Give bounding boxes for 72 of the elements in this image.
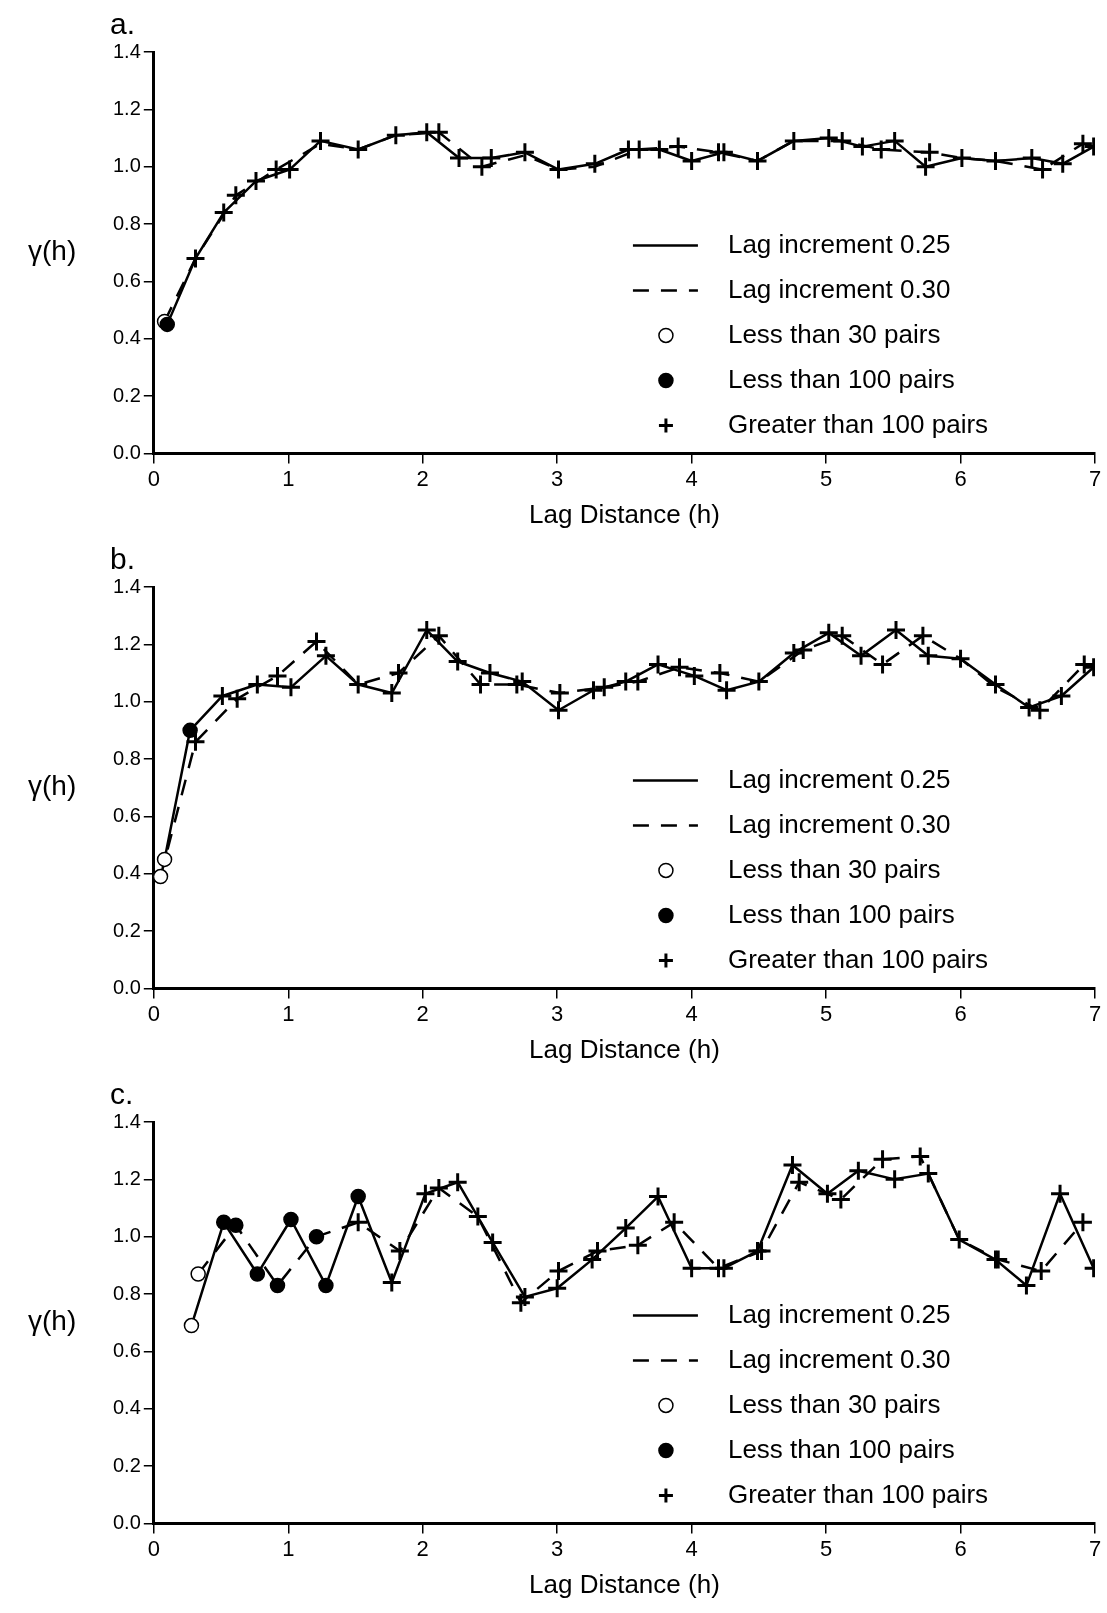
x-tick-label: 6: [954, 1535, 967, 1561]
y-tick-label: 1.0: [112, 154, 141, 177]
x-tick-label: 1: [282, 1000, 295, 1026]
x-tick-label: 2: [416, 1535, 429, 1561]
x-tick-label: 1: [282, 1535, 295, 1561]
x-axis-title: Lag Distance (h): [529, 498, 720, 529]
legend-label: Lag increment 0.30: [727, 273, 951, 304]
y-tick-label: 0.6: [112, 268, 141, 291]
y-axis-title: γ(h): [28, 1305, 77, 1337]
legend-label: Lag increment 0.30: [727, 808, 951, 839]
legend-label: Lag increment 0.30: [727, 1343, 951, 1374]
y-tick-label: 0.4: [112, 326, 141, 349]
y-tick-label: 0.2: [112, 383, 141, 406]
x-tick-label: 7: [1088, 465, 1102, 491]
y-tick-label: 0.0: [112, 975, 141, 998]
legend-label: Greater than 100 pairs: [727, 408, 989, 439]
y-tick-label: 1.0: [112, 689, 141, 712]
legend-label: Less than 100 pairs: [727, 363, 955, 394]
legend-label: Less than 30 pairs: [727, 853, 941, 884]
y-tick-label: 1.2: [112, 96, 141, 119]
x-tick-label: 2: [416, 1000, 429, 1026]
x-tick-label: 4: [685, 1000, 698, 1026]
x-tick-label: 5: [819, 1000, 833, 1026]
y-tick-label: 0.8: [112, 211, 141, 234]
legend-label: Greater than 100 pairs: [727, 1478, 989, 1509]
legend-label: Lag increment 0.25: [727, 763, 951, 794]
x-tick-label: 0: [147, 1535, 160, 1561]
legend-label: Less than 30 pairs: [727, 318, 941, 349]
x-tick-label: 6: [954, 465, 967, 491]
y-axis-title: γ(h): [28, 770, 77, 802]
legend-label: Lag increment 0.25: [727, 1298, 951, 1329]
y-tick-label: 0.2: [112, 918, 141, 941]
y-tick-label: 0.4: [112, 1396, 141, 1419]
legend-label: Greater than 100 pairs: [727, 943, 989, 974]
y-tick-label: 1.0: [112, 1224, 141, 1247]
x-tick-label: 5: [819, 1535, 833, 1561]
y-tick-label: 1.2: [112, 1166, 141, 1189]
x-tick-label: 4: [685, 1535, 698, 1561]
x-tick-label: 7: [1088, 1535, 1102, 1561]
x-tick-label: 0: [147, 465, 160, 491]
legend-label: Less than 100 pairs: [727, 898, 955, 929]
x-tick-label: 3: [551, 1535, 564, 1561]
x-tick-label: 6: [954, 1000, 967, 1026]
x-tick-label: 1: [282, 465, 295, 491]
x-tick-label: 5: [819, 465, 833, 491]
legend-label: Lag increment 0.25: [727, 228, 951, 259]
y-tick-label: 1.4: [112, 574, 141, 597]
chart-title: c.: [110, 1077, 134, 1111]
x-tick-label: 3: [551, 1000, 564, 1026]
y-tick-label: 1.4: [112, 39, 141, 62]
y-tick-label: 0.8: [112, 1281, 141, 1304]
chart-title: b.: [110, 542, 136, 576]
x-axis-title: Lag Distance (h): [529, 1568, 720, 1599]
x-tick-label: 4: [685, 465, 698, 491]
y-tick-label: 0.6: [112, 803, 141, 826]
y-tick-label: 0.6: [112, 1338, 141, 1361]
y-tick-label: 0.8: [112, 746, 141, 769]
y-tick-label: 0.4: [112, 861, 141, 884]
y-tick-label: 0.0: [112, 440, 141, 463]
x-tick-label: 0: [147, 1000, 160, 1026]
chart-title: a.: [110, 7, 136, 41]
y-tick-label: 0.0: [112, 1510, 141, 1533]
y-axis-title: γ(h): [28, 235, 77, 267]
y-tick-label: 1.2: [112, 631, 141, 654]
x-tick-label: 7: [1088, 1000, 1102, 1026]
x-axis-title: Lag Distance (h): [529, 1033, 720, 1064]
y-tick-label: 1.4: [112, 1109, 141, 1132]
x-tick-label: 3: [551, 465, 564, 491]
legend-label: Less than 100 pairs: [727, 1433, 955, 1464]
legend-label: Less than 30 pairs: [727, 1388, 941, 1419]
x-tick-label: 2: [416, 465, 429, 491]
y-tick-label: 0.2: [112, 1453, 141, 1476]
